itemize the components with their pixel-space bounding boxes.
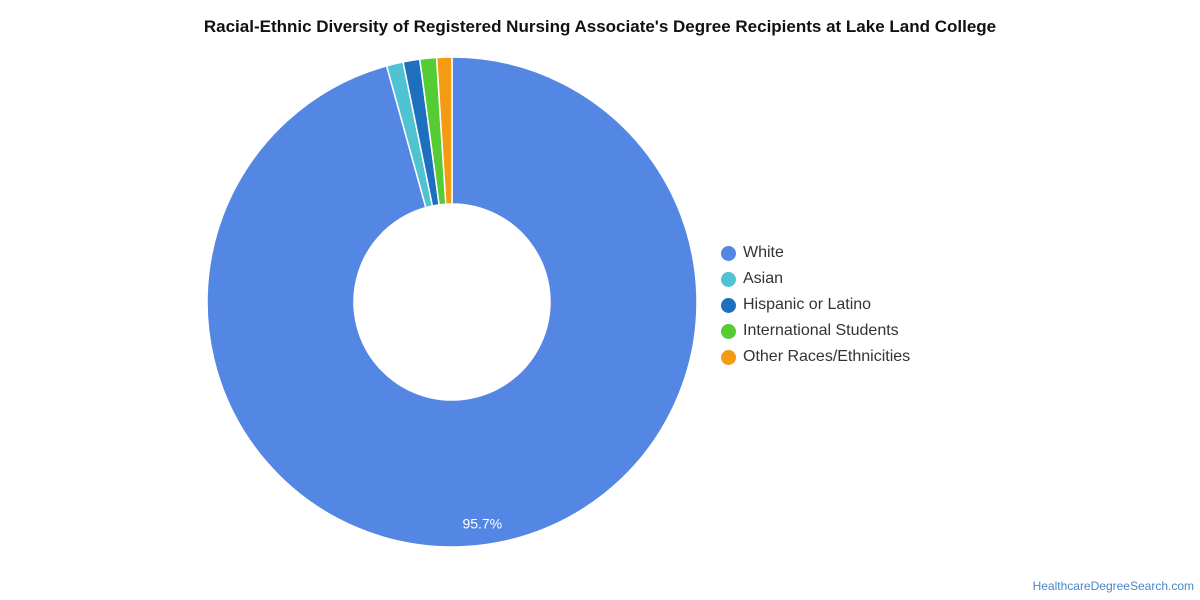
legend-item-hispanic-or-latino[interactable]: Hispanic or Latino <box>721 292 910 318</box>
legend-swatch <box>721 323 736 339</box>
data-label-white: 95.7% <box>462 516 502 532</box>
legend-swatch <box>721 245 736 261</box>
slice-other-races-ethnicities[interactable] <box>435 56 453 205</box>
source-link[interactable]: HealthcareDegreeSearch.com <box>1032 579 1194 593</box>
legend-item-white[interactable]: White <box>721 240 910 266</box>
legend-swatch <box>721 349 736 365</box>
legend-label: International Students <box>743 322 899 339</box>
legend-label: White <box>743 244 784 261</box>
legend-item-asian[interactable]: Asian <box>721 266 910 292</box>
legend-label: Hispanic or Latino <box>743 296 872 313</box>
slice-group <box>206 56 698 548</box>
data-label-group: 95.7% <box>462 516 502 532</box>
legend-label: Asian <box>743 270 784 287</box>
legend-item-other-races-ethnicities[interactable]: Other Races/Ethnicities <box>721 344 910 370</box>
legend-swatch <box>721 297 736 313</box>
chart-title: Racial-Ethnic Diversity of Registered Nu… <box>203 17 997 36</box>
legend-swatch <box>721 271 736 287</box>
slice-white[interactable] <box>206 56 698 548</box>
legend-label: Other Races/Ethnicities <box>743 348 911 365</box>
legend-item-international-students[interactable]: International Students <box>721 318 910 344</box>
legend: White Asian Hispanic or Latino Internationa… <box>721 240 910 370</box>
